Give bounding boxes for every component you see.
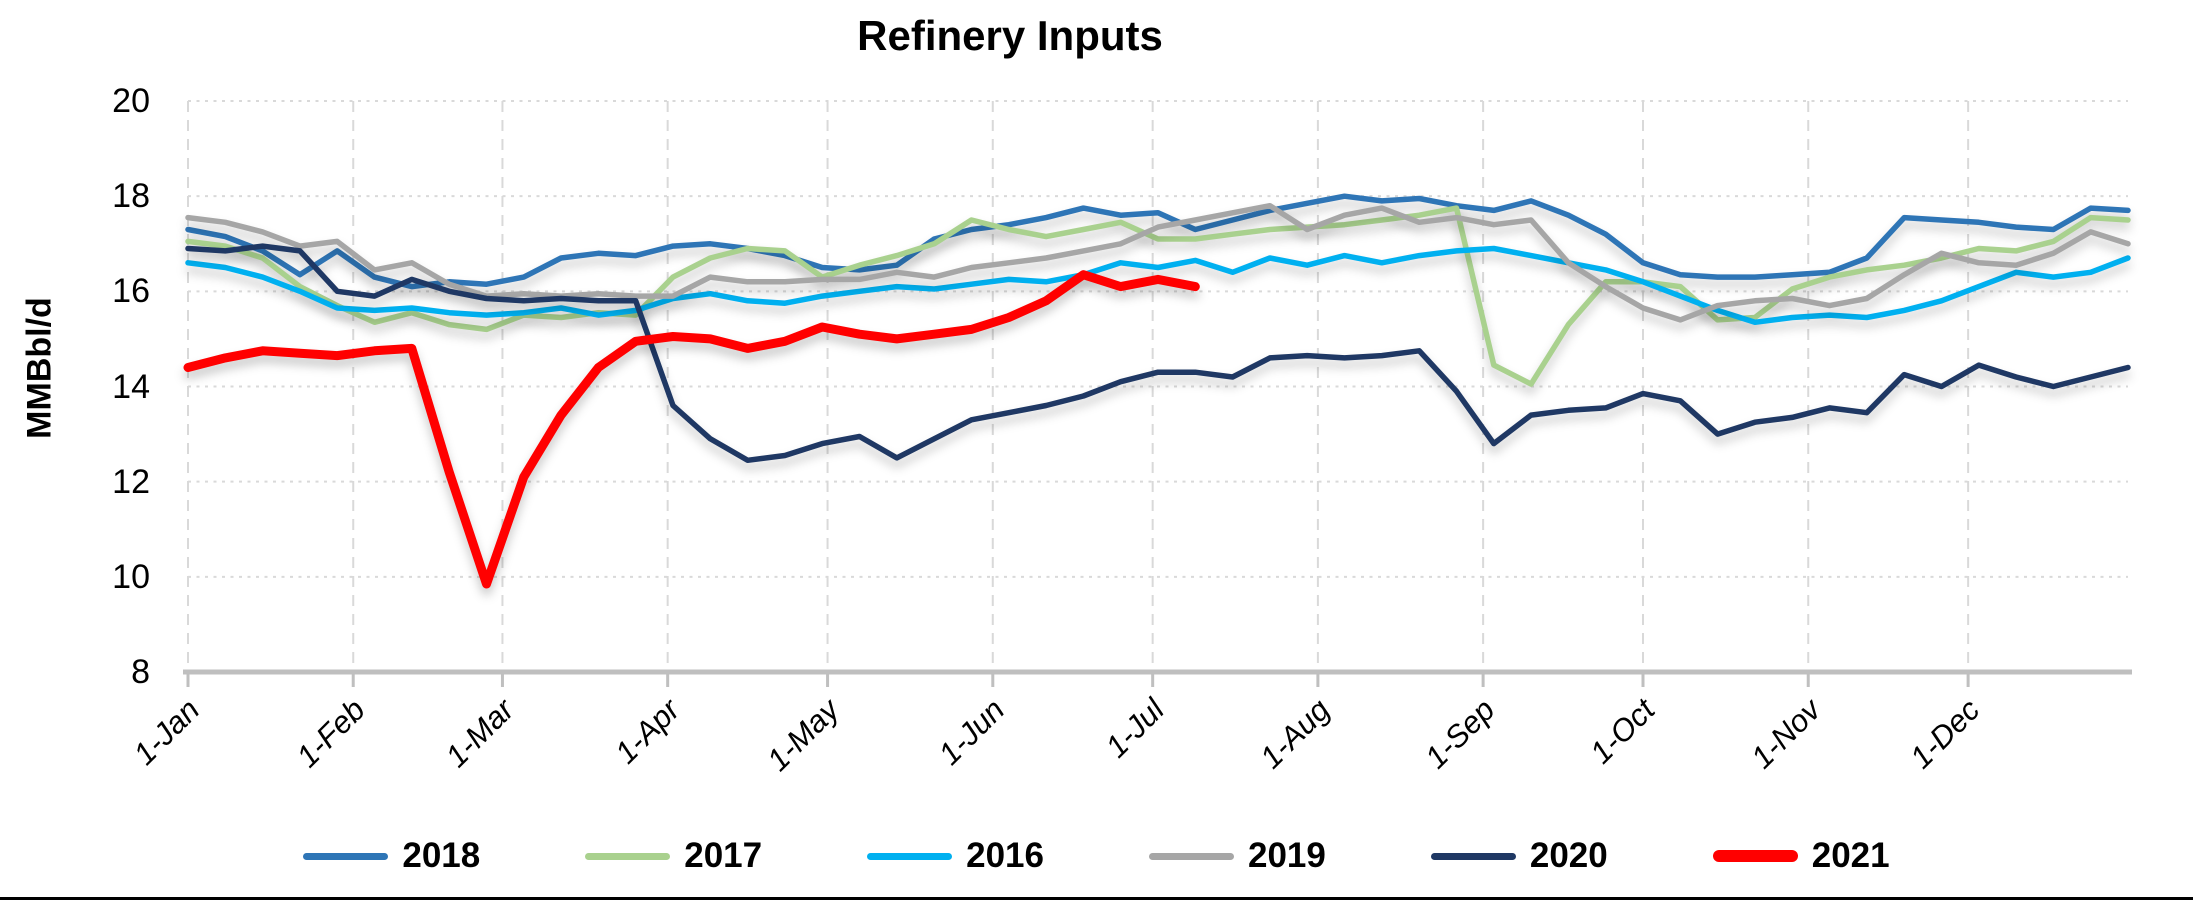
series-line-2020	[185, 243, 2131, 464]
series-line-2018	[185, 193, 2131, 290]
legend-item-2019: 2019	[1149, 836, 1326, 876]
chart-title: Refinery Inputs	[857, 12, 1163, 59]
y-tick-label: 14	[112, 367, 150, 406]
y-tick-label: 16	[112, 272, 150, 311]
legend-label-2018: 2018	[402, 836, 481, 875]
y-tick-label: 10	[112, 557, 150, 596]
legend-label-2021: 2021	[1811, 836, 1890, 875]
series-line-2016	[185, 245, 2131, 326]
series-line-2017	[185, 205, 2131, 387]
legend-line-swatch-2017	[585, 852, 671, 860]
legend-label-2016: 2016	[966, 836, 1044, 875]
legend-label-2017: 2017	[684, 836, 763, 875]
series-line-2019	[185, 202, 2131, 323]
legend-label-2019: 2019	[1248, 836, 1326, 875]
legend: 2018 2017 2016 2019 2020 2021	[0, 836, 2193, 876]
y-tick-label: 12	[112, 462, 150, 501]
legend-item-2020: 2020	[1430, 836, 1608, 876]
legend-item-2018: 2018	[303, 836, 480, 876]
legend-line-swatch-2016	[867, 852, 953, 860]
y-tick-label: 20	[112, 82, 150, 120]
y-tick-label: 18	[112, 177, 150, 216]
legend-line-swatch-2019	[1149, 852, 1234, 860]
legend-item-2021: 2021	[1712, 836, 1890, 876]
series-line-2021	[183, 270, 1200, 589]
legend-line-swatch-2021	[1712, 850, 1798, 862]
legend-label-2020: 2020	[1529, 836, 1608, 875]
legend-item-2016: 2016	[867, 836, 1044, 876]
y-tick-label: 8	[131, 653, 150, 691]
legend-line-swatch-2020	[1430, 852, 1516, 860]
legend-line-swatch-2018	[303, 852, 389, 860]
legend-item-2017: 2017	[585, 836, 762, 876]
